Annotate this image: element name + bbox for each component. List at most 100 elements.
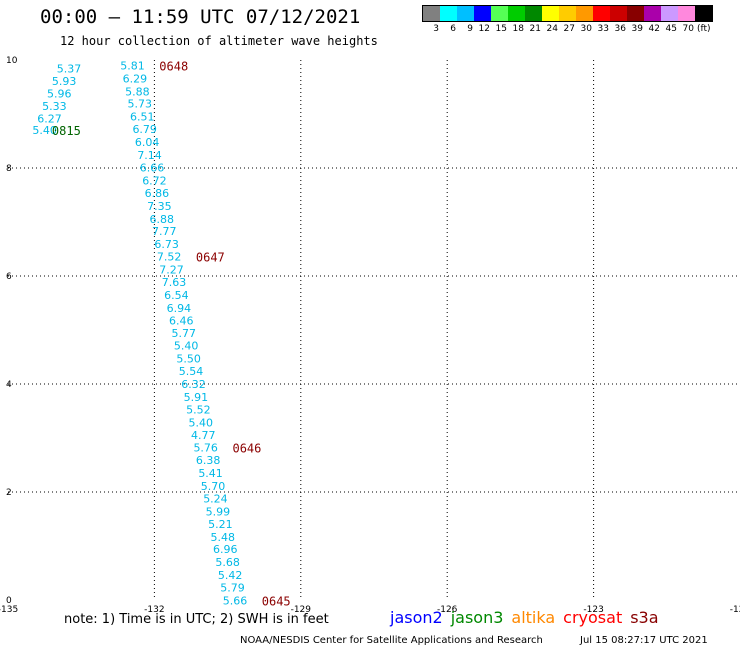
data-point-label: 6.66 bbox=[140, 161, 165, 174]
credit-line: NOAA/NESDIS Center for Satellite Applica… bbox=[240, 635, 543, 646]
data-point-label: 5.40 bbox=[189, 416, 214, 429]
y-tick-label: 6 bbox=[6, 272, 12, 282]
data-point-label: 6.29 bbox=[123, 72, 147, 85]
color-scale-label: 42 bbox=[648, 24, 660, 34]
data-point-label: 5.48 bbox=[211, 531, 236, 544]
data-point-label: 6.54 bbox=[164, 289, 189, 302]
color-scale-label: 27 bbox=[563, 24, 575, 34]
color-scale-swatch bbox=[695, 6, 712, 21]
data-point-label: 5.73 bbox=[128, 98, 153, 111]
color-scale-label: 3 bbox=[433, 24, 439, 34]
color-scale-legend: 3 6 9 12 15 18 21 24 27 30 33 36 39 42 45 70 (ft) bbox=[422, 5, 713, 34]
time-label: 0646 bbox=[232, 442, 261, 456]
data-point-label: 6.79 bbox=[132, 123, 157, 136]
data-point-label: 5.66 bbox=[223, 595, 248, 608]
color-scale-label: 70 bbox=[682, 24, 694, 34]
color-scale-swatch bbox=[525, 6, 542, 21]
color-scale-swatch bbox=[542, 6, 559, 21]
data-point-label: 5.42 bbox=[218, 569, 243, 582]
chart-subtitle: 12 hour collection of altimeter wave hei… bbox=[60, 34, 378, 48]
color-scale-labels: 3 6 9 12 15 18 21 24 27 30 33 36 39 42 45 70 (ft) bbox=[422, 24, 713, 34]
data-point-label: 6.72 bbox=[142, 174, 167, 187]
color-scale-swatch bbox=[474, 6, 491, 21]
generated-timestamp: Jul 15 08:27:17 UTC 2021 bbox=[580, 635, 708, 646]
x-tick-label: -126 bbox=[437, 605, 458, 615]
data-point-label: 5.99 bbox=[206, 505, 231, 518]
color-scale-label: 30 bbox=[580, 24, 592, 34]
color-scale-swatch bbox=[644, 6, 661, 21]
color-scale-swatches bbox=[422, 5, 713, 22]
data-point-label: 5.76 bbox=[193, 442, 218, 455]
time-label: 0815 bbox=[52, 124, 81, 138]
color-scale-label: 12 bbox=[478, 24, 490, 34]
color-scale-label: 45 bbox=[665, 24, 677, 34]
color-scale-swatch bbox=[661, 6, 678, 21]
legend-item: altika bbox=[511, 608, 556, 627]
data-point-label: 6.73 bbox=[154, 238, 179, 251]
color-scale-swatch bbox=[610, 6, 627, 21]
color-scale-swatch bbox=[491, 6, 508, 21]
data-point-label: 5.68 bbox=[215, 556, 240, 569]
color-scale-label: 21 bbox=[529, 24, 541, 34]
data-point-label: 5.33 bbox=[42, 100, 67, 113]
data-point-label: 5.79 bbox=[220, 582, 245, 595]
data-point-label: 6.86 bbox=[145, 187, 170, 200]
color-scale-swatch bbox=[627, 6, 644, 21]
color-scale-label: 36 bbox=[614, 24, 626, 34]
color-scale-swatch bbox=[423, 6, 440, 21]
data-point-label: 7.77 bbox=[152, 225, 177, 238]
y-tick-label: 0 bbox=[6, 596, 12, 606]
color-scale-unit: (ft) bbox=[697, 24, 711, 34]
color-scale-swatch bbox=[559, 6, 576, 21]
x-tick-label: -120 bbox=[730, 605, 740, 615]
data-point-label: 4.77 bbox=[191, 429, 216, 442]
x-tick-label: -135 bbox=[0, 605, 18, 615]
legend-item: jason3 bbox=[450, 608, 504, 627]
satellite-legend: jason2 jason3 altika cryosat s3a bbox=[390, 608, 667, 627]
data-point-label: 5.93 bbox=[52, 75, 77, 88]
color-scale-swatch bbox=[576, 6, 593, 21]
time-label: 0645 bbox=[262, 595, 291, 609]
color-scale-label: 6 bbox=[450, 24, 456, 34]
data-point-label: 6.27 bbox=[37, 112, 62, 125]
color-scale-label: 24 bbox=[546, 24, 558, 34]
data-point-label: 6.94 bbox=[167, 302, 192, 315]
data-point-label: 6.04 bbox=[135, 136, 160, 149]
color-scale-label: 9 bbox=[467, 24, 473, 34]
color-scale-swatch bbox=[440, 6, 457, 21]
color-scale-swatch bbox=[593, 6, 610, 21]
data-point-label: 6.88 bbox=[150, 213, 175, 226]
data-point-label: 5.91 bbox=[184, 391, 209, 404]
data-point-label: 6.46 bbox=[169, 314, 194, 327]
legend-item: jason2 bbox=[390, 608, 443, 627]
data-point-label: 7.52 bbox=[157, 251, 182, 264]
data-point-label: 6.38 bbox=[196, 454, 221, 467]
y-tick-label: 4 bbox=[6, 380, 12, 390]
color-scale-label: 33 bbox=[597, 24, 609, 34]
data-point-label: 7.35 bbox=[147, 200, 172, 213]
data-point-label: 5.41 bbox=[198, 467, 223, 480]
time-label: 0648 bbox=[159, 59, 188, 73]
data-point-label: 5.24 bbox=[203, 492, 228, 505]
x-tick-label: -123 bbox=[583, 605, 603, 615]
color-scale-swatch bbox=[678, 6, 695, 21]
data-point-label: 5.50 bbox=[176, 353, 201, 366]
data-point-label: 5.77 bbox=[171, 327, 196, 340]
data-point-label: 5.70 bbox=[201, 480, 226, 493]
data-point-label: 5.81 bbox=[120, 59, 144, 72]
data-point-label: 5.40 bbox=[174, 340, 199, 353]
data-point-label: 6.32 bbox=[181, 378, 206, 391]
data-point-label: 5.96 bbox=[47, 87, 72, 100]
data-point-label: 7.14 bbox=[137, 149, 162, 162]
data-point-label: 7.27 bbox=[159, 264, 184, 277]
color-scale-swatch bbox=[457, 6, 474, 21]
chart-title: 00:00 – 11:59 UTC 07/12/2021 bbox=[40, 6, 361, 28]
data-point-label: 7.63 bbox=[162, 276, 187, 289]
footer-note: note: 1) Time is in UTC; 2) SWH is in fe… bbox=[64, 612, 329, 627]
legend-item: cryosat bbox=[563, 608, 623, 627]
color-scale-label: 39 bbox=[631, 24, 643, 34]
data-point-label: 6.51 bbox=[130, 111, 155, 124]
legend-item: s3a bbox=[630, 608, 659, 627]
color-scale-swatch bbox=[508, 6, 525, 21]
